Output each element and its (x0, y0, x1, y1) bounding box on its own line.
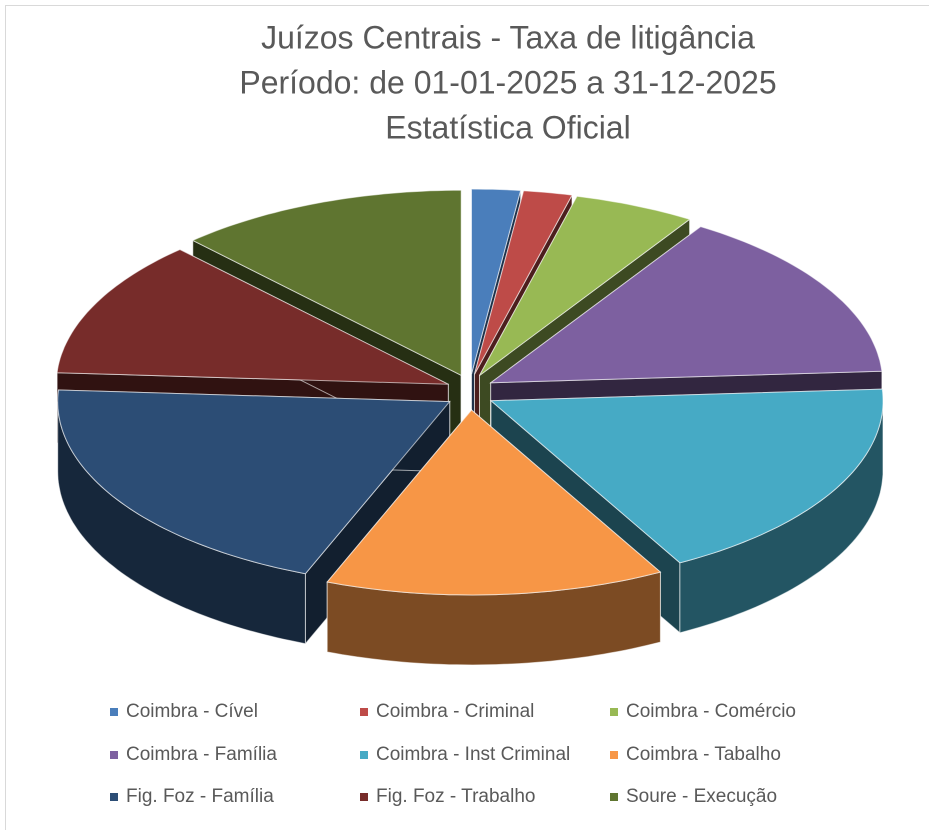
slice (326, 409, 662, 596)
legend-label: Coimbra - Tabalho (626, 744, 781, 765)
slice (474, 190, 573, 375)
legend-label: Coimbra - Inst Criminal (376, 744, 570, 765)
legend-swatch (360, 751, 368, 759)
slice (489, 388, 884, 564)
legend-swatch (110, 751, 118, 759)
legend-label: Coimbra - Comércio (626, 701, 796, 722)
slice (479, 195, 691, 376)
legend-swatch (610, 793, 618, 801)
slice (489, 226, 883, 384)
legend-swatch (110, 793, 118, 801)
slice (57, 389, 451, 575)
legend-swatch (110, 708, 118, 716)
legend-label: Coimbra - Cível (126, 701, 258, 722)
legend-label: Fig. Foz - Família (126, 786, 274, 807)
legend-label: Coimbra - Família (126, 744, 277, 765)
chart-title: Estatística Oficial (385, 109, 630, 145)
legend-label: Fig. Foz - Trabalho (376, 786, 535, 807)
chart-title: Período: de 01-01-2025 a 31-12-2025 (239, 64, 776, 100)
slice (191, 189, 462, 377)
legend-label: Coimbra - Criminal (376, 701, 534, 722)
legend-swatch (360, 708, 368, 716)
legend-label: Soure - Execução (626, 786, 777, 807)
legend-swatch (610, 708, 618, 716)
legend-swatch (610, 751, 618, 759)
slice (56, 248, 449, 385)
legend-swatch (360, 793, 368, 801)
slice (471, 188, 522, 375)
chart-title: Juízos Centrais - Taxa de litigância (261, 19, 755, 55)
